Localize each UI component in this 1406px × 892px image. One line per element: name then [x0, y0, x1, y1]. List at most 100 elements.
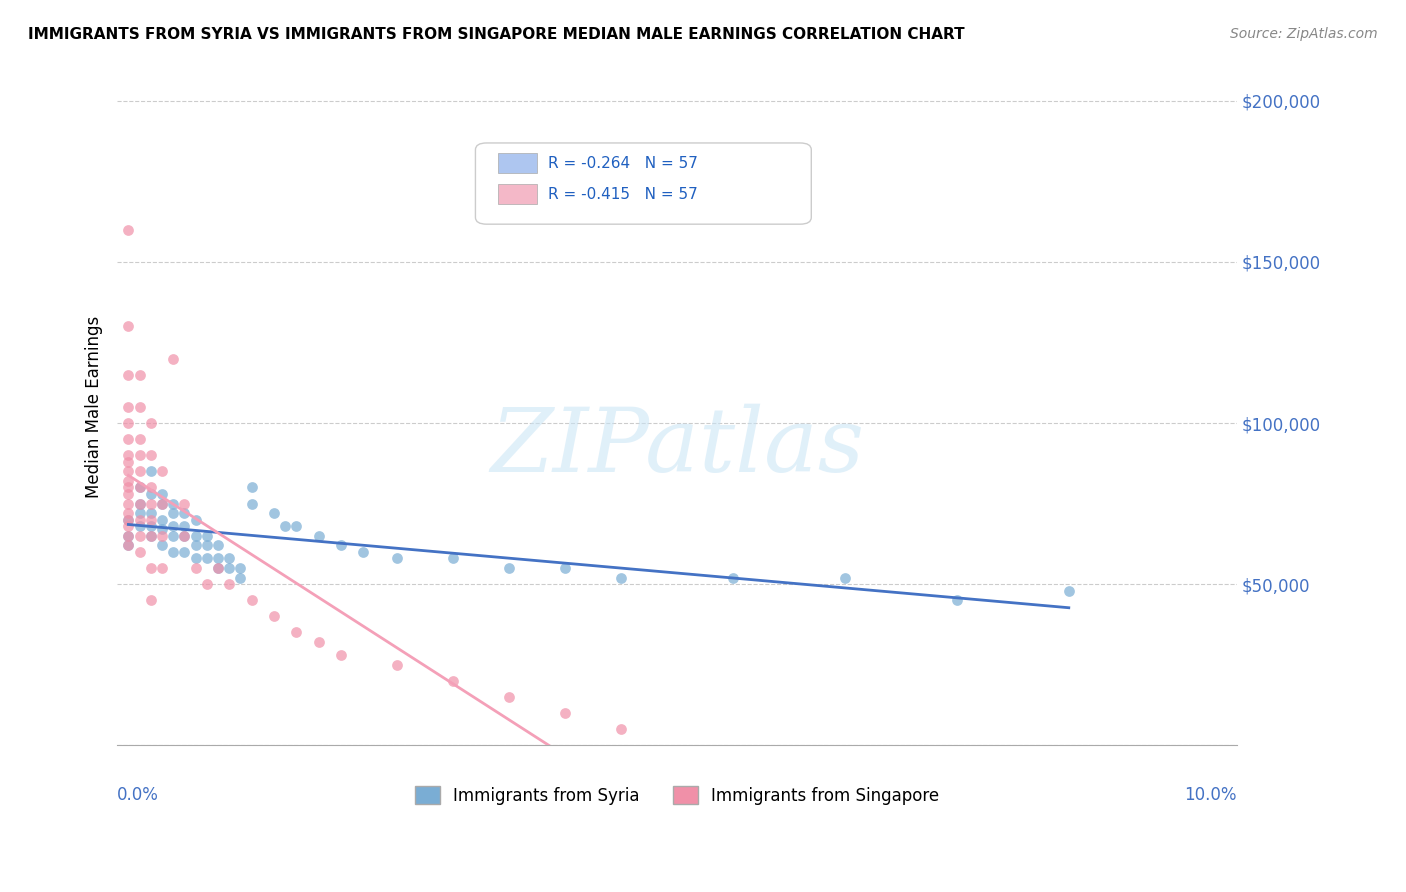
Point — [139, 593, 162, 607]
Point — [498, 690, 520, 704]
Point — [173, 497, 195, 511]
Point — [139, 480, 162, 494]
Legend: Immigrants from Syria, Immigrants from Singapore: Immigrants from Syria, Immigrants from S… — [415, 787, 939, 805]
Point — [128, 368, 150, 382]
Point — [308, 529, 330, 543]
Point — [128, 529, 150, 543]
Point — [263, 506, 285, 520]
Point — [150, 487, 173, 501]
Point — [274, 519, 297, 533]
Point — [139, 561, 162, 575]
Point — [173, 519, 195, 533]
Point — [150, 497, 173, 511]
Point — [162, 497, 184, 511]
Point — [117, 464, 139, 478]
Point — [117, 480, 139, 494]
Point — [195, 577, 218, 591]
FancyBboxPatch shape — [475, 143, 811, 224]
Point — [330, 648, 353, 662]
Point — [128, 432, 150, 446]
Point — [139, 448, 162, 462]
Point — [721, 571, 744, 585]
Point — [441, 673, 464, 688]
Point — [173, 506, 195, 520]
Point — [139, 464, 162, 478]
Point — [162, 506, 184, 520]
Point — [128, 480, 150, 494]
Point — [139, 506, 162, 520]
Point — [308, 635, 330, 649]
Point — [173, 545, 195, 559]
Point — [117, 487, 139, 501]
Point — [117, 416, 139, 430]
Point — [184, 539, 207, 553]
Point — [117, 448, 139, 462]
Point — [1057, 583, 1080, 598]
Text: Source: ZipAtlas.com: Source: ZipAtlas.com — [1230, 27, 1378, 41]
Point — [285, 519, 308, 533]
Bar — [498, 184, 537, 204]
Point — [162, 519, 184, 533]
Bar — [498, 153, 537, 173]
Point — [162, 529, 184, 543]
Point — [128, 506, 150, 520]
Point — [117, 513, 139, 527]
Text: R = -0.415   N = 57: R = -0.415 N = 57 — [548, 187, 697, 202]
Y-axis label: Median Male Earnings: Median Male Earnings — [86, 316, 103, 498]
Point — [263, 609, 285, 624]
Point — [128, 545, 150, 559]
Point — [207, 551, 229, 566]
Point — [184, 513, 207, 527]
Point — [150, 522, 173, 536]
Point — [128, 497, 150, 511]
Point — [610, 571, 633, 585]
Point — [117, 455, 139, 469]
Point — [240, 497, 263, 511]
Point — [117, 506, 139, 520]
Point — [240, 593, 263, 607]
Point — [139, 487, 162, 501]
Point — [139, 497, 162, 511]
Text: 10.0%: 10.0% — [1184, 786, 1237, 804]
Point — [139, 519, 162, 533]
Point — [150, 529, 173, 543]
Text: 0.0%: 0.0% — [117, 786, 159, 804]
Point — [218, 561, 240, 575]
Point — [150, 513, 173, 527]
Point — [117, 529, 139, 543]
Point — [139, 529, 162, 543]
Text: ZIPatlas: ZIPatlas — [489, 404, 865, 491]
Point — [240, 480, 263, 494]
Point — [195, 539, 218, 553]
Point — [195, 551, 218, 566]
Point — [285, 625, 308, 640]
Point — [195, 529, 218, 543]
Point — [117, 400, 139, 414]
Point — [150, 539, 173, 553]
Point — [117, 529, 139, 543]
Point — [139, 416, 162, 430]
Point — [385, 551, 408, 566]
Point — [946, 593, 969, 607]
Text: R = -0.264   N = 57: R = -0.264 N = 57 — [548, 156, 699, 171]
Point — [554, 561, 576, 575]
Point — [117, 513, 139, 527]
Point — [498, 561, 520, 575]
Point — [128, 448, 150, 462]
Point — [150, 497, 173, 511]
Point — [128, 464, 150, 478]
Point — [117, 368, 139, 382]
Point — [218, 577, 240, 591]
Point — [128, 480, 150, 494]
Point — [162, 545, 184, 559]
Point — [207, 561, 229, 575]
Point — [117, 539, 139, 553]
Point — [353, 545, 375, 559]
Point — [128, 513, 150, 527]
Point — [117, 319, 139, 334]
Point — [218, 551, 240, 566]
Point — [173, 529, 195, 543]
Point — [184, 551, 207, 566]
Point — [117, 539, 139, 553]
Point — [554, 706, 576, 720]
